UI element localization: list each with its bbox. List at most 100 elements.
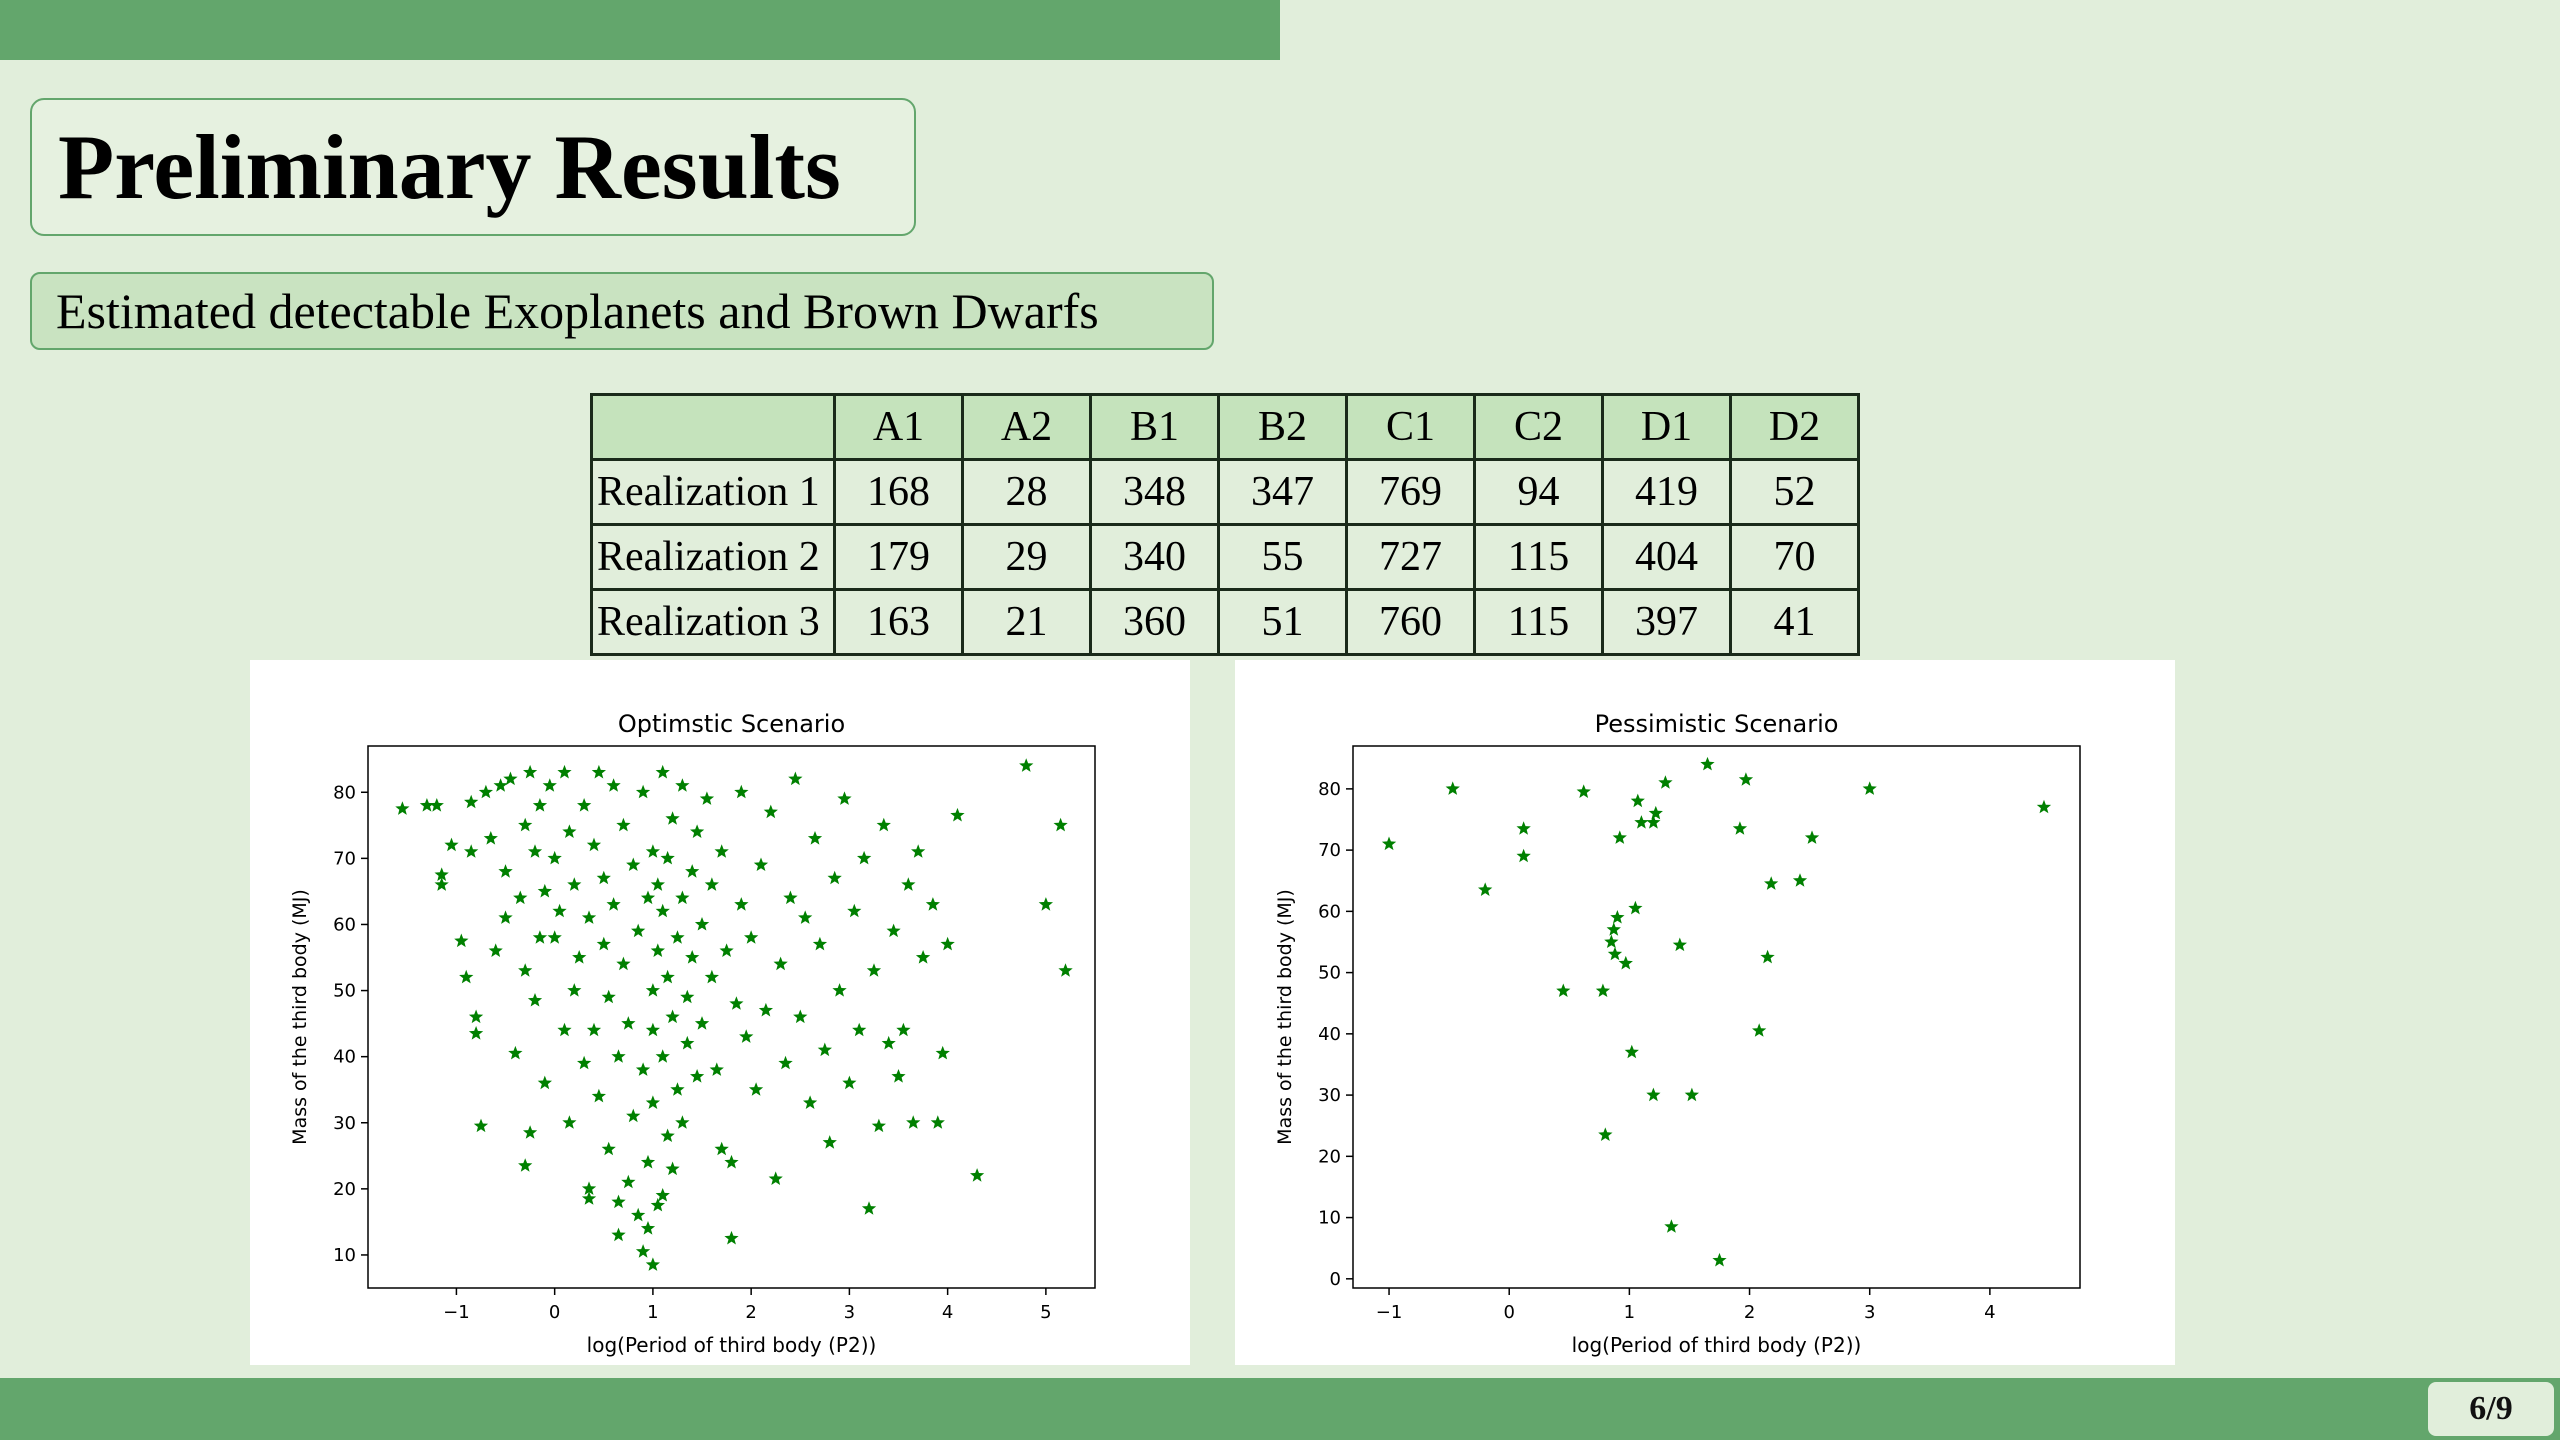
data-point-star (1019, 758, 1034, 772)
data-point-star (690, 1069, 705, 1083)
data-point-star (542, 778, 557, 792)
data-point-star (1053, 817, 1068, 832)
slide-title: Preliminary Results (58, 116, 841, 218)
data-point-star (1445, 781, 1460, 795)
x-tick-label: −1 (1376, 1302, 1403, 1323)
data-point-star (640, 890, 656, 905)
data-point-star (527, 844, 543, 858)
data-point-star (645, 1257, 660, 1271)
data-point-star (1792, 873, 1808, 887)
data-point-star (1764, 876, 1779, 890)
data-point-star (704, 969, 719, 984)
data-point-star (1607, 946, 1623, 961)
data-point-star (709, 1062, 724, 1076)
table-cell: 179 (833, 523, 964, 591)
table-header-row: A1 A2 B1 B2 C1 C2 D1 D2 (590, 393, 1860, 461)
y-tick-label: 50 (1318, 963, 1341, 984)
table-cell: 21 (961, 588, 1092, 656)
table-cell: 163 (833, 588, 964, 656)
data-point-star (1752, 1023, 1767, 1037)
data-point-star (1628, 900, 1643, 915)
optimistic-chart-panel: Optimstic Scenario −1 0 1 2 3 4 5 10 20 30 40 50 60 70… (250, 660, 1190, 1365)
data-point-star (635, 784, 651, 799)
data-point-star (655, 903, 670, 918)
data-point-star (395, 801, 410, 815)
data-point-star (464, 794, 479, 809)
data-point-star (734, 784, 749, 799)
data-point-star (930, 1115, 945, 1129)
data-point-star (881, 1035, 896, 1050)
data-point-star (498, 910, 513, 924)
y-tick-label: 10 (333, 1245, 356, 1266)
table-cell: 419 (1601, 458, 1732, 526)
data-point-star (793, 1009, 808, 1024)
optimistic-scatter-chart: Optimstic Scenario −1 0 1 2 3 4 5 10 20 30 40 50 60 70… (289, 710, 1096, 1357)
data-point-star (817, 1042, 832, 1057)
data-point-star (724, 1230, 739, 1245)
chart-title: Optimstic Scenario (618, 710, 845, 738)
y-tick-label: 20 (333, 1179, 356, 1200)
data-point-star (675, 890, 690, 905)
y-tick-label: 60 (1318, 901, 1341, 922)
data-point-star (611, 1227, 626, 1242)
data-point-star (621, 1016, 636, 1030)
top-bar (0, 0, 1280, 60)
table-cell: 168 (833, 458, 964, 526)
data-point-star (650, 1197, 665, 1212)
data-point-star (586, 1022, 602, 1037)
data-point-star (935, 1045, 950, 1060)
y-tick-label: 60 (333, 914, 356, 935)
table-cell: 51 (1217, 588, 1348, 656)
table-cell: 404 (1601, 523, 1732, 591)
data-point-star (1738, 772, 1754, 786)
data-point-star (645, 1022, 660, 1037)
data-point-star (694, 1016, 710, 1030)
data-point-star (1672, 937, 1687, 952)
y-tick-label: 80 (333, 782, 356, 803)
data-point-star (532, 930, 548, 944)
table-cell: 115 (1473, 523, 1604, 591)
data-point-star (419, 798, 435, 812)
data-point-star (581, 1191, 597, 1205)
data-point-star (645, 1095, 660, 1109)
data-point-star (1038, 897, 1053, 911)
pessimistic-scatter-chart: Pessimistic Scenario−1 0 1 2 3 40102030405060… (1274, 710, 2081, 1357)
data-point-star (685, 950, 700, 964)
data-point-star (822, 1135, 837, 1149)
table-header-cell: B2 (1217, 393, 1348, 461)
table-row-label: Realization 1 (590, 458, 836, 526)
data-point-star (464, 844, 479, 858)
plot-frame (367, 745, 1096, 1289)
data-point-star (596, 936, 611, 951)
data-point-star (758, 1002, 773, 1017)
data-point-star (581, 910, 597, 924)
x-tick-label: 5 (1040, 1302, 1051, 1323)
data-point-star (468, 1009, 484, 1024)
data-point-star (1646, 815, 1661, 829)
data-point-star (675, 1115, 690, 1129)
data-point-star (572, 950, 587, 964)
data-point-star (685, 864, 700, 878)
data-point-star (1664, 1219, 1679, 1233)
data-point-star (562, 1115, 577, 1129)
data-point-star (1732, 821, 1748, 835)
data-point-star (547, 850, 562, 865)
chart-title: Pessimistic Scenario (1595, 710, 1839, 738)
data-point-star (665, 811, 680, 825)
data-point-star (444, 837, 459, 852)
data-point-star (1576, 784, 1591, 798)
table-corner-cell (590, 393, 836, 461)
table-cell: 28 (961, 458, 1092, 526)
x-tick-label: 0 (549, 1302, 560, 1323)
data-point-star (606, 778, 621, 792)
data-point-star (650, 877, 665, 891)
table-cell: 55 (1217, 523, 1348, 591)
y-axis-label: Mass of the third body (MJ) (1274, 889, 1296, 1145)
data-point-star (714, 1141, 729, 1156)
y-tick-label: 40 (1318, 1024, 1341, 1045)
data-point-star (837, 791, 852, 805)
data-point-star (675, 778, 690, 792)
table-row: Realization 2 179 29 340 55 727 115 404 … (590, 523, 1860, 591)
y-tick-label: 40 (333, 1047, 356, 1068)
data-point-star (537, 883, 552, 898)
